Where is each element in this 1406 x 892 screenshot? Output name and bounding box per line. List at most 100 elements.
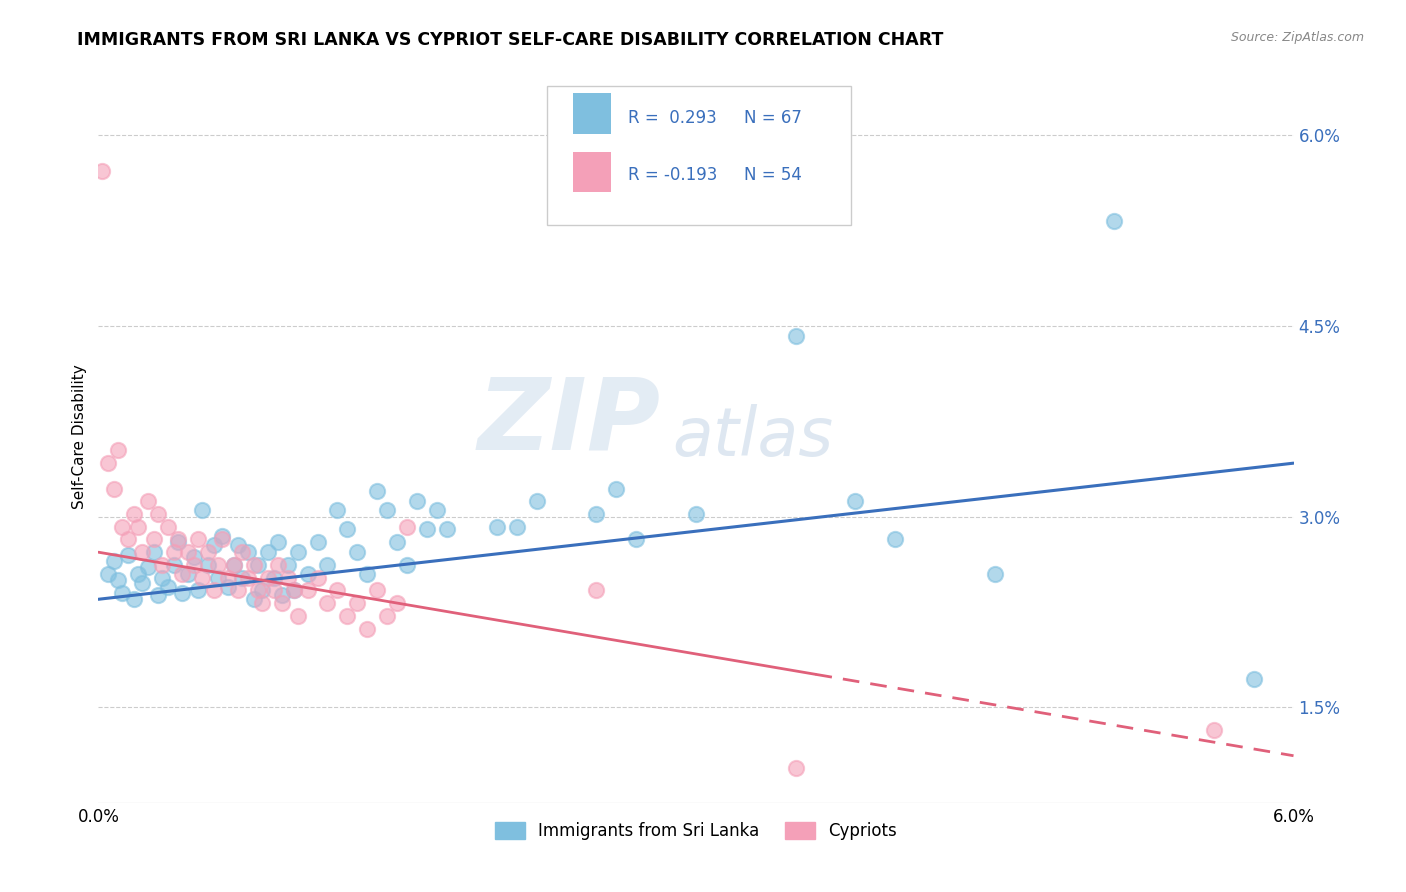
Point: [984, 566, 1007, 581]
Point: [183, 550, 205, 565]
Point: [297, 566, 319, 581]
Point: [236, 545, 259, 559]
Point: [785, 329, 807, 343]
Point: [136, 560, 159, 574]
Point: [283, 583, 305, 598]
Text: IMMIGRANTS FROM SRI LANKA VS CYPRIOT SELF-CARE DISABILITY CORRELATION CHART: IMMIGRANTS FROM SRI LANKA VS CYPRIOT SEL…: [77, 31, 943, 49]
Point: [150, 571, 173, 585]
Point: [267, 535, 290, 549]
Point: [485, 520, 508, 534]
Point: [124, 507, 146, 521]
Point: [131, 545, 153, 559]
Point: [172, 566, 194, 581]
Point: [231, 571, 253, 585]
Point: [346, 545, 368, 559]
Point: [131, 575, 153, 590]
Point: [97, 566, 120, 581]
Point: [226, 538, 249, 552]
Point: [297, 583, 319, 598]
Text: N = 67: N = 67: [744, 110, 801, 128]
FancyBboxPatch shape: [547, 86, 852, 225]
Point: [222, 558, 245, 572]
Point: [207, 558, 229, 572]
Point: [117, 533, 139, 547]
Text: Source: ZipAtlas.com: Source: ZipAtlas.com: [1230, 31, 1364, 45]
Point: [336, 608, 359, 623]
Point: [246, 583, 269, 598]
Point: [111, 520, 134, 534]
Point: [107, 443, 129, 458]
Point: [356, 566, 378, 581]
Point: [263, 571, 285, 585]
Point: [406, 494, 429, 508]
Point: [111, 586, 134, 600]
Point: [143, 545, 166, 559]
Point: [197, 558, 219, 572]
Point: [103, 554, 125, 568]
Point: [163, 545, 186, 559]
Point: [1202, 723, 1225, 738]
Point: [211, 533, 233, 547]
Point: [326, 503, 349, 517]
Text: ZIP: ZIP: [477, 374, 661, 471]
Text: atlas: atlas: [672, 404, 834, 470]
Point: [385, 596, 409, 610]
Point: [426, 503, 449, 517]
Point: [243, 592, 266, 607]
Point: [202, 538, 225, 552]
Point: [263, 583, 285, 598]
Point: [785, 761, 807, 775]
Point: [177, 566, 200, 581]
Point: [127, 520, 149, 534]
Point: [685, 507, 707, 521]
Point: [187, 583, 209, 598]
Point: [157, 520, 180, 534]
Point: [243, 558, 266, 572]
Point: [316, 558, 339, 572]
Point: [143, 533, 166, 547]
Point: [844, 494, 866, 508]
Point: [277, 558, 299, 572]
Point: [150, 558, 173, 572]
Point: [385, 535, 409, 549]
Point: [356, 622, 378, 636]
Point: [191, 571, 214, 585]
Point: [117, 548, 139, 562]
Point: [191, 503, 214, 517]
Point: [197, 545, 219, 559]
Point: [183, 558, 205, 572]
Point: [1243, 673, 1265, 687]
Point: [246, 558, 269, 572]
Point: [202, 583, 225, 598]
FancyBboxPatch shape: [572, 94, 612, 134]
Point: [283, 583, 305, 598]
Point: [148, 507, 170, 521]
Point: [172, 586, 194, 600]
Point: [148, 589, 170, 603]
Point: [217, 580, 239, 594]
Point: [1102, 214, 1125, 228]
Point: [207, 571, 229, 585]
Point: [226, 583, 249, 598]
Point: [506, 520, 529, 534]
Point: [526, 494, 548, 508]
Text: R =  0.293: R = 0.293: [628, 110, 717, 128]
Point: [107, 573, 129, 587]
Point: [316, 596, 339, 610]
FancyBboxPatch shape: [572, 152, 612, 192]
Point: [396, 520, 419, 534]
Point: [236, 571, 259, 585]
Point: [336, 522, 359, 536]
Text: N = 54: N = 54: [744, 167, 801, 185]
Point: [375, 503, 398, 517]
Point: [217, 571, 239, 585]
Point: [884, 533, 907, 547]
Point: [222, 558, 245, 572]
Legend: Immigrants from Sri Lanka, Cypriots: Immigrants from Sri Lanka, Cypriots: [488, 815, 904, 847]
Point: [231, 545, 253, 559]
Point: [375, 608, 398, 623]
Point: [167, 535, 190, 549]
Point: [250, 583, 273, 598]
Point: [187, 533, 209, 547]
Point: [211, 529, 233, 543]
